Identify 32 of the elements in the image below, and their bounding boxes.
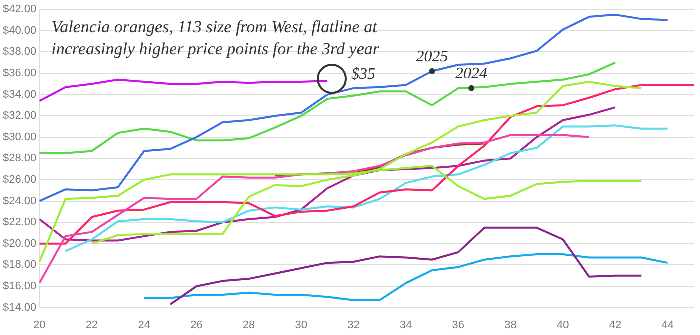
y-tick-label: $20.00 [2, 238, 37, 250]
x-tick-label: 34 [400, 319, 412, 332]
x-tick-label: 42 [609, 319, 622, 332]
y-tick-label: $24.00 [2, 195, 37, 208]
y-tick-label: $26.00 [2, 174, 37, 186]
y-tick-label: $16.00 [2, 280, 37, 293]
x-tick-label: 30 [295, 319, 308, 332]
x-tick-label: 22 [86, 319, 98, 332]
y-tick-label: $30.00 [2, 131, 37, 144]
y-tick-label: $14.00 [2, 302, 37, 314]
y-tick-label: $40.00 [2, 24, 37, 37]
x-tick-label: 44 [662, 319, 674, 332]
x-tick-label: 32 [348, 319, 360, 332]
x-tick-label: 36 [452, 319, 465, 332]
annotation: 2025 [416, 48, 448, 66]
annotation: $35 [352, 66, 376, 84]
y-tick-label: $36.00 [2, 68, 37, 80]
x-tick-label: 20 [34, 319, 46, 332]
y-tick-label: $38.00 [2, 46, 37, 58]
annotation: 2024 [456, 66, 488, 83]
y-tick-label: $18.00 [2, 259, 37, 272]
x-tick-label: 26 [190, 319, 203, 332]
x-tick-label: 40 [557, 319, 570, 332]
y-tick-label: $42.00 [2, 4, 37, 16]
y-tick-label: $22.00 [2, 216, 37, 229]
y-tick-label: $28.00 [2, 152, 37, 165]
text: Valencia oranges, 113 size from West, flatline at increasingly higher price points for the 3rd year [52, 18, 380, 59]
x-tick-label: 38 [504, 319, 517, 332]
x-tick-label: 28 [242, 319, 256, 332]
x-tick-label: 24 [138, 319, 150, 332]
y-tick-label: $32.00 [2, 110, 37, 122]
y-tick-label: $34.00 [2, 88, 37, 101]
